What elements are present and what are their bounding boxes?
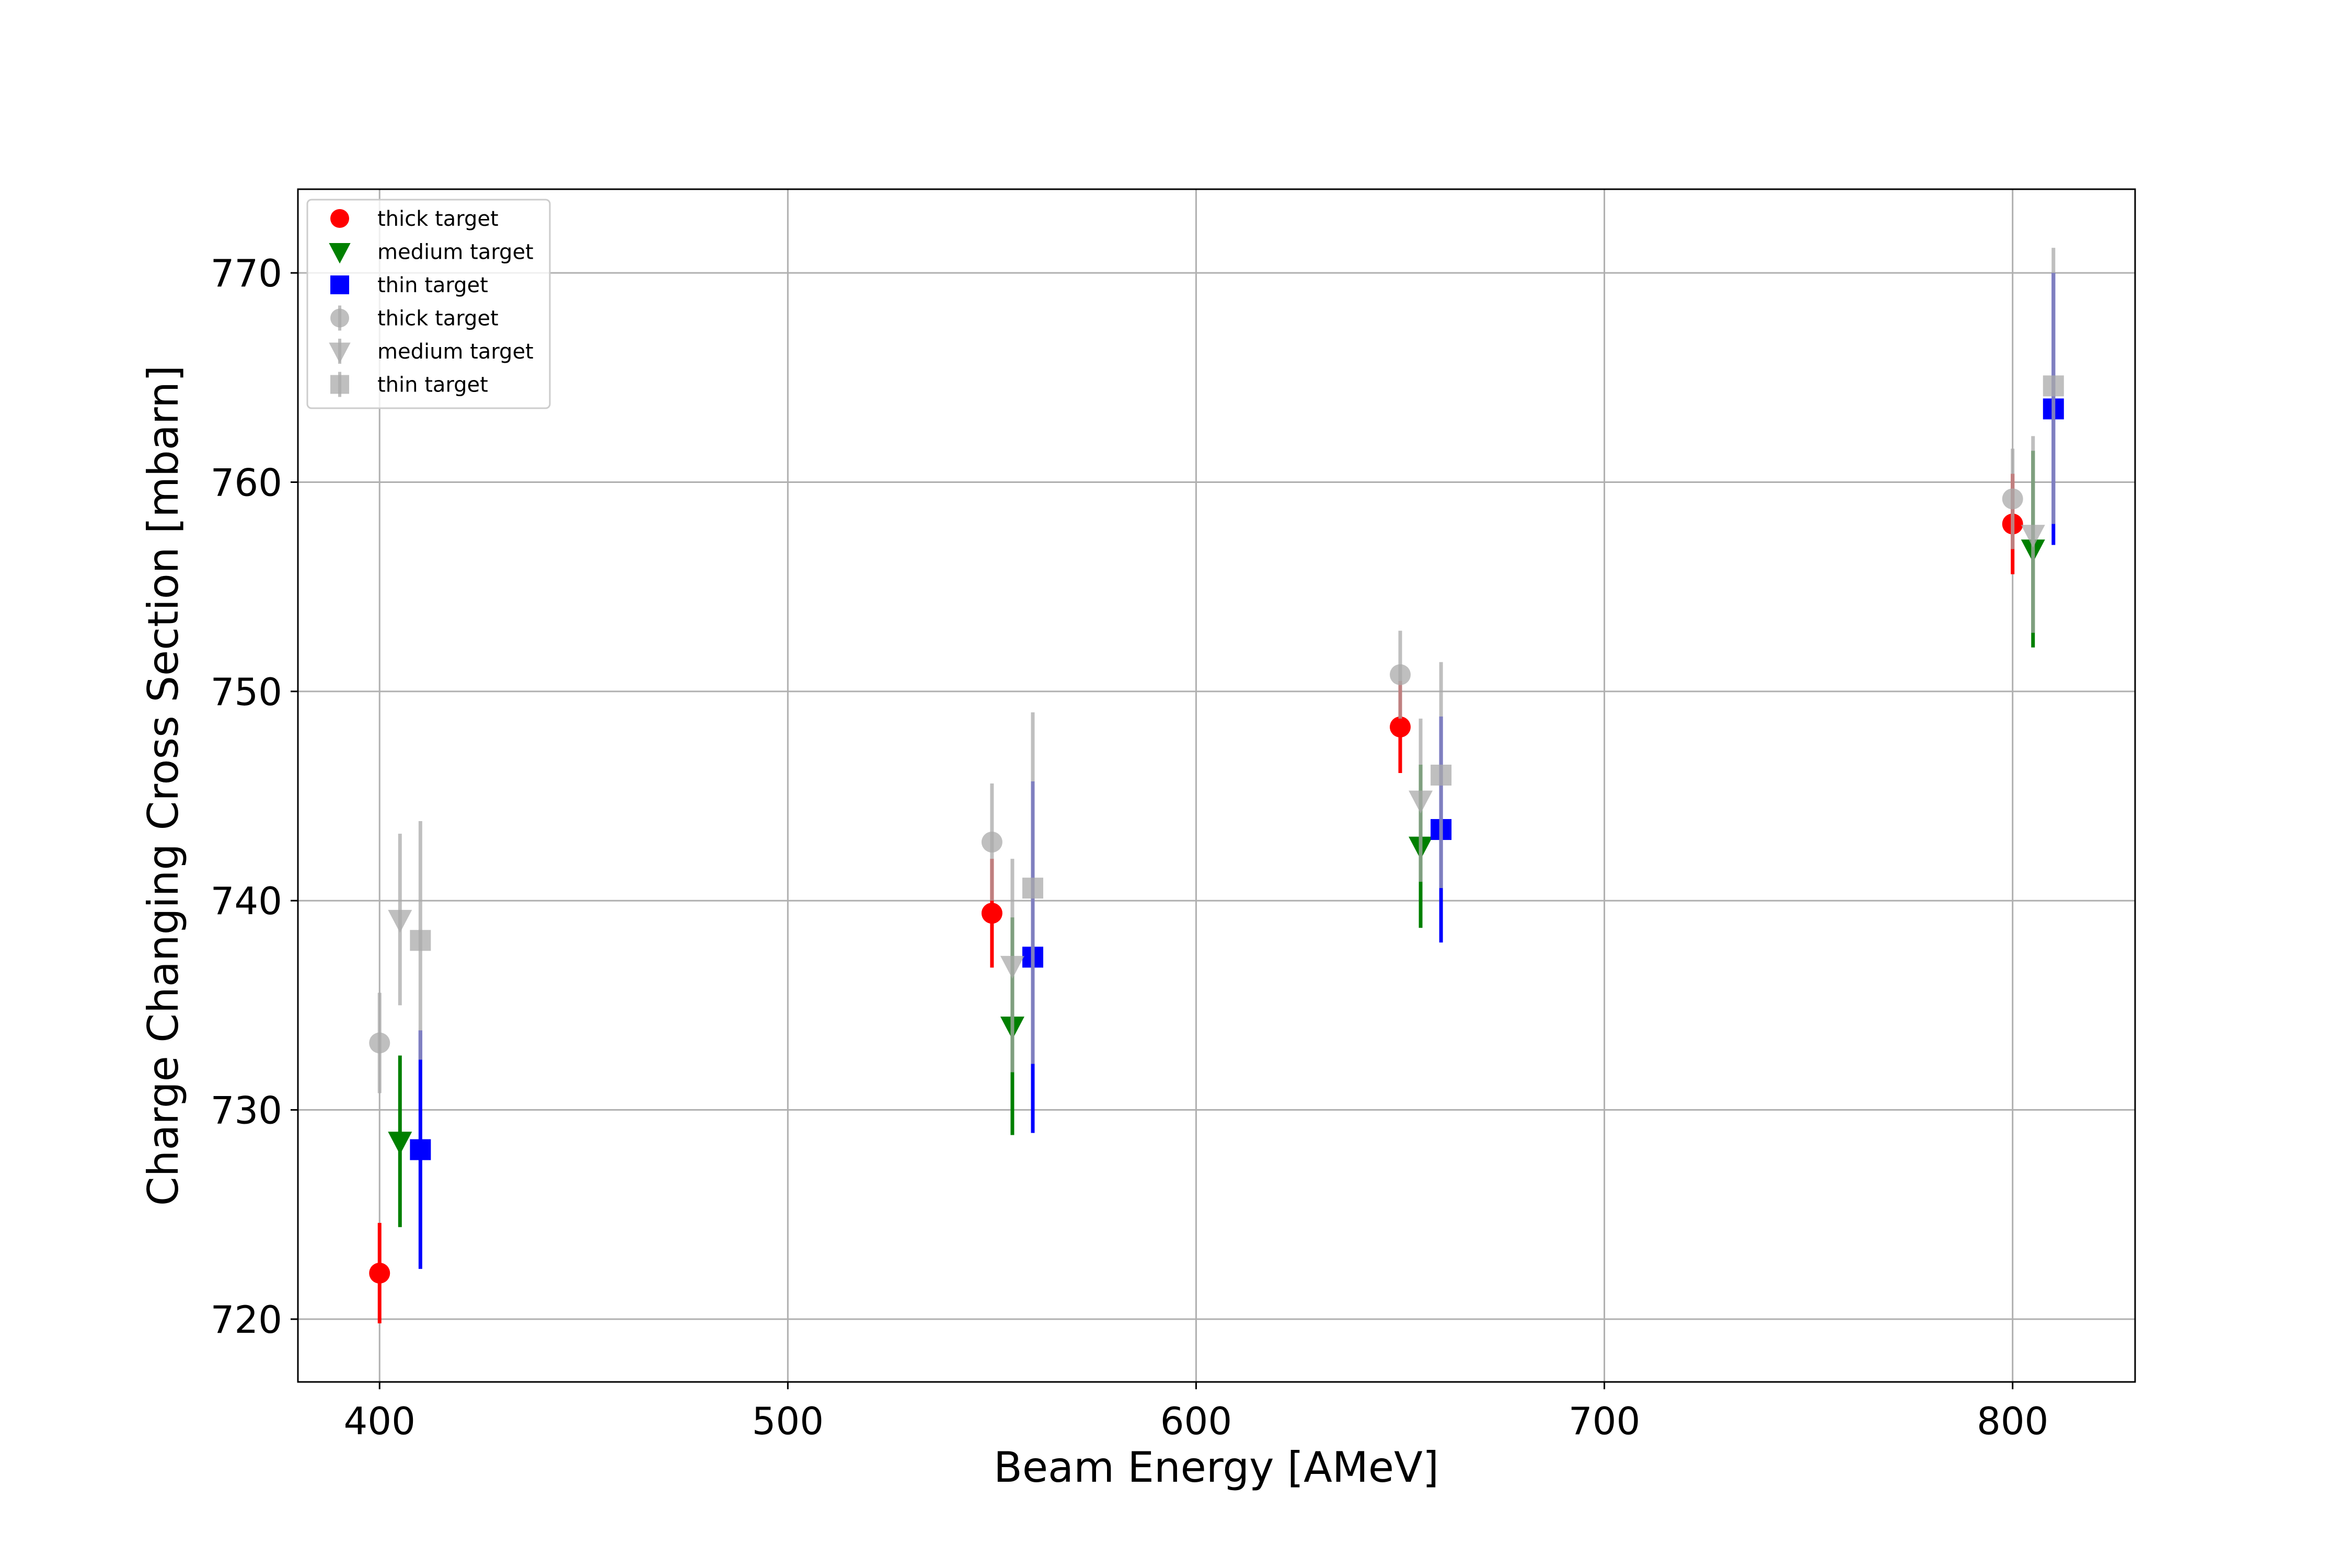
legend-label: medium target [377,340,534,364]
legend-marker [330,209,349,228]
y-tick-label: 730 [211,1089,282,1133]
data-point [369,1032,390,1054]
series-6 [410,248,2064,1064]
x-tick-label: 700 [1569,1399,1640,1443]
x-axis-ticks: 400 500 600 700 800 [344,1382,2048,1443]
legend-marker [330,275,349,294]
legend-label: thin target [377,373,488,397]
y-tick-label: 740 [211,879,282,923]
y-tick-label: 760 [211,460,282,504]
x-tick-label: 500 [752,1399,824,1443]
data-point [1409,790,1433,814]
legend: thick target medium target thin target thic… [306,199,551,409]
plot-frame [297,188,2136,1383]
data-point [1022,878,1043,899]
legend-label: thick target [377,207,499,231]
series-layer [369,248,2064,1323]
legend-marker [329,243,351,264]
data-point [2002,488,2023,510]
x-tick-label: 400 [344,1399,416,1443]
y-tick-label: 770 [211,251,282,295]
data-point [1390,716,1411,737]
legend-marker [330,375,349,394]
data-point [410,1139,431,1160]
legend-label: thick target [377,307,499,331]
legend-entry: thin target [330,372,488,397]
legend-entry: thick target [330,207,499,231]
legend-marker [329,342,351,363]
data-point [981,832,1002,853]
data-point [369,1262,390,1284]
data-point [2043,375,2064,397]
data-point [1390,664,1411,685]
y-axis-ticks: 720 730 740 750 760 770 [211,251,298,1342]
data-point [2021,525,2045,548]
legend-label: thin target [377,273,488,297]
data-point [388,909,412,933]
x-tick-label: 600 [1160,1399,1232,1443]
series-4 [369,448,2023,1093]
data-point [1431,764,1452,786]
data-point [410,930,431,951]
data-point [1000,955,1024,979]
x-tick-label: 800 [1977,1399,2048,1443]
legend-entry: thin target [330,273,488,297]
legend-entry: medium target [329,339,534,364]
y-tick-label: 720 [211,1298,282,1342]
y-axis-label: Charge Changing Cross Section [mbarn] [139,365,188,1206]
data-point [981,903,1002,924]
grid [298,189,2135,1382]
data-point [388,1132,412,1155]
legend-entry: thick target [330,305,499,331]
legend-marker [330,308,349,328]
legend-box [306,199,551,409]
legend-label: medium target [377,240,534,264]
legend-entry: medium target [329,240,534,264]
x-axis-label: Beam Energy [AMeV] [994,1443,1439,1492]
series-5 [388,436,2045,1073]
y-tick-label: 750 [211,670,282,714]
